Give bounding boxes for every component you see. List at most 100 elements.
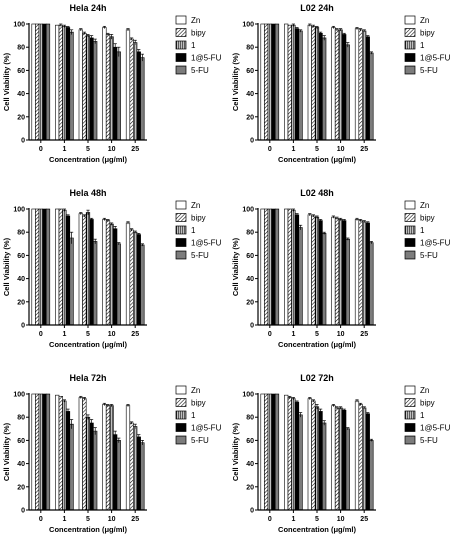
bar-5fu-5 [322, 233, 327, 326]
bar-zn-25 [354, 28, 360, 141]
chart-title: Hela 24h [69, 3, 106, 13]
bar-zn-10 [331, 216, 336, 326]
bar-1-5fu-1 [65, 411, 71, 511]
bar-1-10 [109, 405, 114, 511]
bar-1-5fu-0 [271, 23, 276, 141]
bar-5fu-10 [116, 51, 121, 141]
bar-1-10 [109, 36, 114, 141]
x-tick-label: 1 [291, 516, 295, 523]
bar-5fu-5 [93, 41, 98, 141]
y-tick-label: 20 [246, 299, 254, 306]
legend-label-bipy: bipy [191, 399, 206, 408]
bar-5fu-0 [274, 208, 280, 326]
bar-1-5fu-10 [113, 228, 118, 326]
bar-1-5 [85, 35, 91, 141]
x-tick-label: 0 [268, 516, 272, 523]
bar-5fu-5 [322, 422, 327, 511]
chart-title: L02 72h [300, 373, 334, 383]
bar-5fu-5 [322, 37, 327, 141]
bar-bipy-25 [358, 29, 363, 141]
bar-1-1 [62, 26, 67, 141]
bar-5fu-10 [345, 428, 350, 511]
bar-1-25 [362, 30, 367, 141]
bar-bipy-10 [105, 34, 111, 141]
legend-swatch-1 [404, 225, 416, 235]
bar-5fu-25 [369, 52, 374, 141]
bar-1-10 [338, 29, 343, 141]
bar-zn-5 [78, 397, 83, 511]
bar-5fu-0 [274, 393, 280, 511]
bar-1-5 [314, 406, 320, 511]
x-tick-label: 25 [131, 146, 139, 153]
bar-zn-1 [284, 394, 289, 511]
legend-swatch-5fu [404, 250, 416, 260]
bar-bipy-1 [287, 208, 292, 326]
legend-label-1-5fu: 1@5-FU [420, 54, 450, 63]
bar-1-0 [38, 208, 43, 326]
bar-5fu-25 [369, 242, 374, 326]
y-tick-label: 20 [246, 484, 254, 491]
x-tick-label: 10 [337, 146, 345, 153]
bar-5fu-0 [274, 23, 280, 141]
chart-panel: Hela 24h 0 20 40 60 80 100 0 1 5 10 25 Concentration… [2, 3, 222, 164]
legend-label-5fu: 5-FU [191, 66, 209, 75]
bar-1-5 [314, 216, 320, 326]
y-tick-label: 60 [17, 68, 25, 75]
y-tick-label: 80 [17, 230, 25, 237]
legend-swatch-1 [404, 410, 416, 420]
bar-1-5fu-5 [318, 220, 323, 326]
bar-zn-0 [31, 208, 36, 326]
bar-5fu-0 [45, 23, 51, 141]
bar-zn-1 [55, 24, 60, 141]
bar-1-5 [314, 27, 320, 141]
chart-panel: L02 24h 0 20 40 60 80 100 0 1 5 10 25 Concentration … [231, 3, 450, 164]
chart-title: L02 48h [300, 188, 334, 198]
y-axis-label: Cell Viability (%) [2, 237, 11, 296]
bar-bipy-10 [334, 407, 340, 511]
legend-swatch-bipy [175, 28, 187, 37]
bar-zn-0 [31, 23, 36, 141]
bar-5fu-25 [140, 442, 145, 511]
bar-zn-10 [331, 405, 336, 511]
bar-1-5fu-10 [342, 409, 347, 511]
bar-1-25 [362, 407, 367, 511]
y-tick-label: 0 [21, 323, 25, 330]
y-tick-label: 60 [17, 438, 25, 445]
bar-1-5fu-1 [65, 215, 71, 326]
legend-label-bipy: bipy [420, 29, 435, 38]
bar-bipy-0 [264, 208, 269, 326]
legend-label-bipy: bipy [420, 399, 435, 408]
bar-bipy-25 [129, 38, 134, 141]
bar-1-5fu-25 [365, 36, 370, 141]
x-tick-label: 10 [108, 516, 116, 523]
legend-label-zn: Zn [191, 386, 200, 395]
bar-1-5fu-5 [318, 32, 323, 141]
bar-1-1 [291, 24, 296, 141]
y-tick-label: 0 [250, 508, 254, 515]
bar-1-5fu-1 [65, 27, 71, 141]
bar-zn-1 [284, 208, 289, 326]
x-tick-label: 10 [337, 516, 345, 523]
y-tick-label: 0 [21, 508, 25, 515]
legend-swatch-1-5fu [404, 238, 416, 247]
bar-5fu-10 [345, 238, 350, 326]
y-tick-label: 20 [17, 484, 25, 491]
legend-swatch-bipy [175, 398, 187, 407]
legend-label-zn: Zn [420, 201, 429, 210]
bar-5fu-1 [298, 30, 303, 141]
chart-panel: L02 72h 0 20 40 60 80 100 0 1 5 10 25 Concentration … [231, 373, 450, 534]
bar-zn-10 [102, 404, 107, 511]
bar-5fu-10 [116, 243, 121, 326]
legend-swatch-zn [175, 15, 187, 25]
bar-zn-5 [307, 214, 312, 326]
legend-label-1: 1 [191, 411, 196, 420]
y-tick-label: 60 [17, 253, 25, 260]
bar-5fu-10 [345, 44, 350, 141]
y-tick-label: 40 [246, 91, 254, 98]
y-tick-label: 80 [17, 45, 25, 52]
legend-label-5fu: 5-FU [420, 66, 438, 75]
bar-1-5fu-25 [136, 51, 141, 141]
bar-bipy-25 [358, 220, 363, 326]
bar-5fu-0 [45, 393, 51, 511]
bar-bipy-5 [82, 398, 87, 511]
